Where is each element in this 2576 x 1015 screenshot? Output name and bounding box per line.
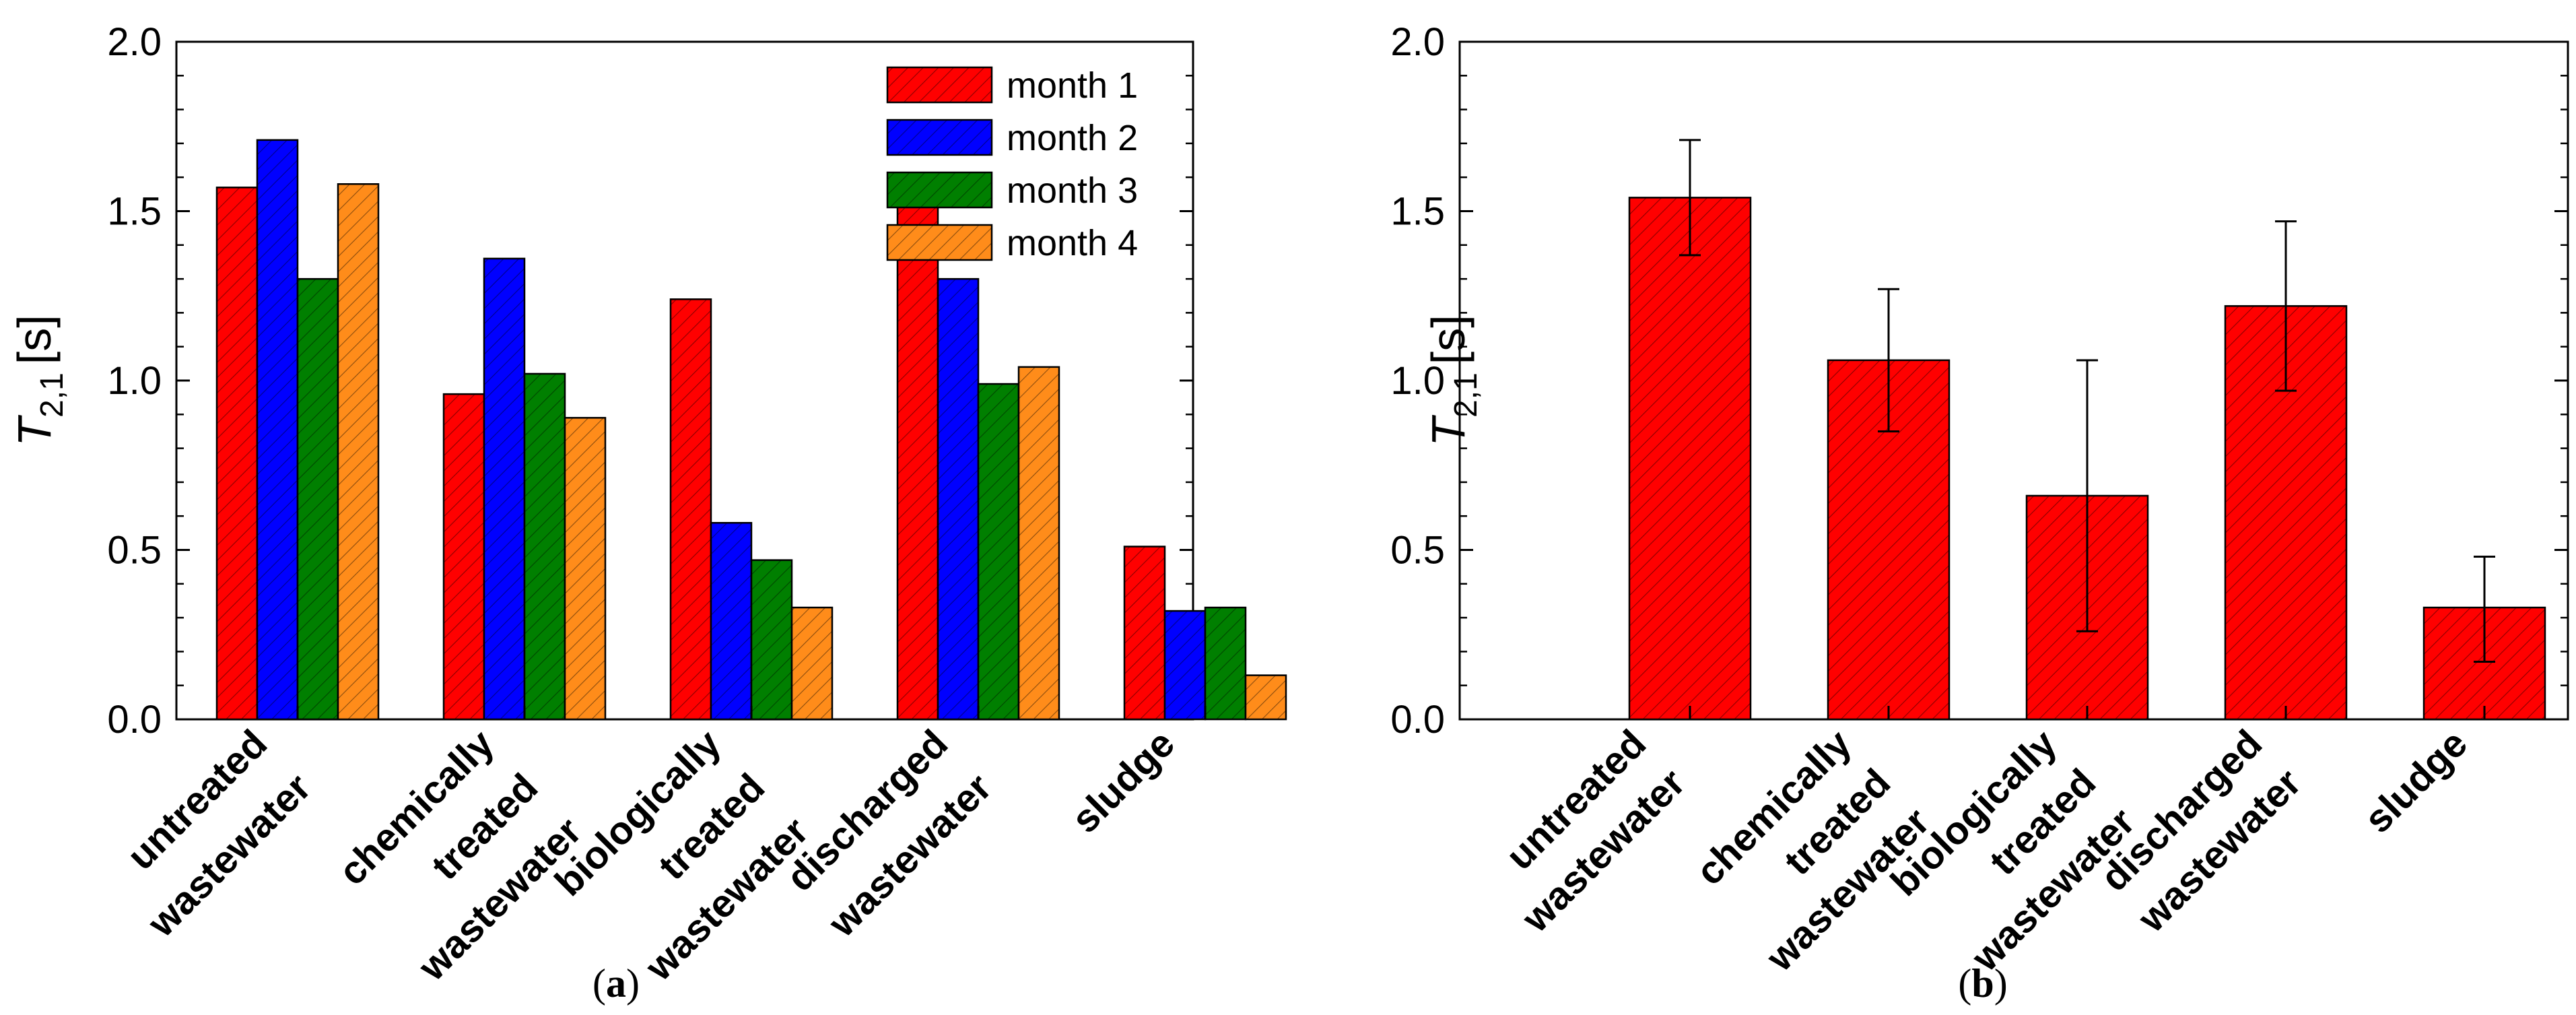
panel-a-ytick-label: 0.5 bbox=[107, 529, 162, 572]
panel-b-ytick-label: 0.5 bbox=[1390, 529, 1445, 572]
panel-a-caption-close: ) bbox=[626, 961, 640, 1006]
panel-b-y-axis-unit: [s] bbox=[1422, 315, 1475, 364]
panel-b-ytick-label: 1.0 bbox=[1390, 359, 1445, 403]
panel-a-bar-hatch bbox=[897, 201, 938, 719]
panel-a-y-axis-unit: [s] bbox=[8, 315, 61, 364]
panel-a-bar-hatch bbox=[524, 373, 565, 719]
panel-a-legend-label: month 2 bbox=[1007, 118, 1138, 158]
panel-b-ytick-label: 0.0 bbox=[1390, 698, 1445, 742]
panel-b-y-axis-title: T2,1 [s] bbox=[1422, 315, 1484, 446]
panel-b-caption-letter: b bbox=[1971, 961, 1994, 1006]
panel-a-category-label: sludge bbox=[1063, 721, 1183, 841]
panel-b-ytick-label: 2.0 bbox=[1390, 20, 1445, 64]
panel-b-y-axis-symbol: T bbox=[1422, 415, 1475, 447]
panel-a-caption: (a) bbox=[592, 961, 640, 1006]
panel-b-bar-hatch bbox=[1629, 197, 1751, 719]
panel-a-bar-hatch bbox=[298, 279, 338, 720]
panel-a-bar-hatch bbox=[217, 187, 257, 719]
panel-b-ytick-label: 1.5 bbox=[1390, 190, 1445, 234]
panel-a-bar-hatch bbox=[711, 523, 751, 719]
panel-a-legend-swatch-hatch bbox=[887, 172, 992, 207]
panel-b-caption: (b) bbox=[1958, 961, 2007, 1006]
panel-a-bar-hatch bbox=[257, 139, 298, 719]
panel-b-category-label: sludge bbox=[2356, 721, 2476, 841]
panel-a-bar-hatch bbox=[1246, 675, 1286, 719]
panel-a-bar-hatch bbox=[565, 418, 605, 719]
panel-a-bar-hatch bbox=[1124, 546, 1165, 719]
panel-a-bar-hatch bbox=[1165, 611, 1205, 719]
panel-a-bar-hatch bbox=[1205, 608, 1246, 719]
panel-a-y-axis-title: T2,1 [s] bbox=[8, 315, 70, 446]
panel-a-ytick-label: 2.0 bbox=[107, 20, 162, 64]
panel-a-ytick-label: 1.0 bbox=[107, 359, 162, 403]
panel-a-bar-hatch bbox=[792, 608, 832, 719]
panel-b-caption-close: ) bbox=[1994, 961, 2008, 1006]
panel-a-legend-label: month 1 bbox=[1007, 65, 1138, 106]
panel-a-ytick-label: 1.5 bbox=[107, 190, 162, 234]
panel-a-y-axis-symbol: T bbox=[8, 415, 61, 447]
panel-a-bar-hatch bbox=[938, 279, 978, 720]
panel-a-legend-swatch-hatch bbox=[887, 67, 992, 102]
panel-a-legend-swatch-hatch bbox=[887, 225, 992, 260]
panel-a-chart: 0.0 0.5 1.0 1.5 2.0 T2,1 [s] (a) month 1 month 2 m… bbox=[8, 20, 1287, 1006]
panel-a-bar-hatch bbox=[751, 560, 792, 719]
panel-a-bar-hatch bbox=[1019, 366, 1059, 719]
panel-b-y-axis-subscript: 2,1 bbox=[1448, 372, 1484, 418]
panel-a-y-axis-subscript: 2,1 bbox=[34, 372, 70, 418]
panel-a-caption-letter: a bbox=[606, 961, 626, 1006]
panel-b-plot-frame bbox=[1458, 40, 2569, 721]
panel-a-bar-hatch bbox=[671, 299, 711, 719]
panel-a-bar-hatch bbox=[978, 384, 1019, 719]
panel-a-ytick-label: 0.0 bbox=[107, 698, 162, 742]
panel-b-caption-open: ( bbox=[1958, 961, 1971, 1006]
panel-b-chart: 0.00.51.01.52.0T2,1[s](b)untreatedwastew… bbox=[1390, 20, 2569, 1006]
panel-a-legend-label: month 3 bbox=[1007, 170, 1138, 211]
panel-a-caption-open: ( bbox=[592, 961, 606, 1006]
panel-a-bar-hatch bbox=[338, 184, 378, 719]
panel-a-bar-hatch bbox=[444, 394, 484, 719]
panel-a-legend-label: month 4 bbox=[1007, 223, 1138, 263]
panel-a-legend-swatch-hatch bbox=[887, 120, 992, 155]
panel-a-bar-hatch bbox=[484, 258, 524, 719]
